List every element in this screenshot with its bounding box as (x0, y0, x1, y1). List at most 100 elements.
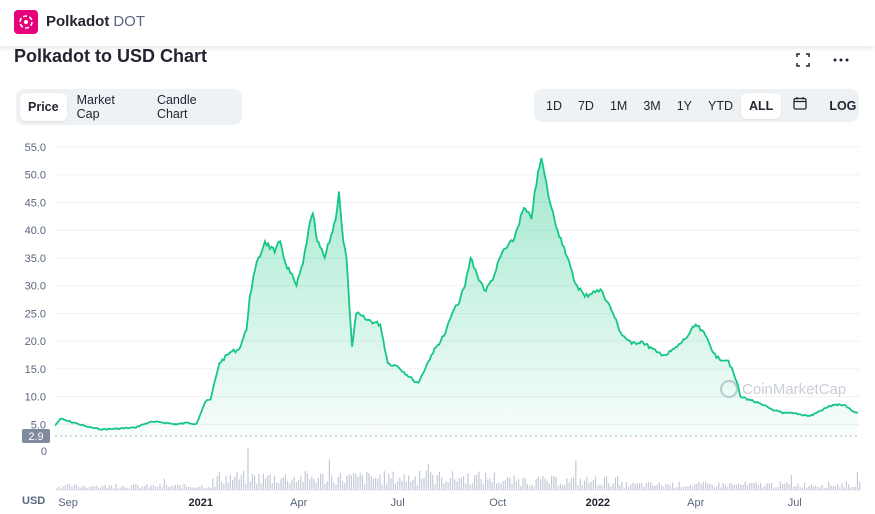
volume-bar (738, 483, 740, 490)
volume-bar (632, 482, 634, 490)
volume-bar (113, 488, 115, 490)
current-price-badge: 2.9 (22, 429, 50, 443)
range-7d[interactable]: 7D (577, 98, 594, 113)
volume-bar (216, 476, 218, 490)
x-tick-label: Oct (489, 497, 506, 509)
volume-bar (210, 488, 212, 490)
volume-bar (643, 487, 645, 490)
volume-bar (205, 488, 207, 490)
volume-bar (507, 477, 509, 490)
volume-bar (188, 486, 190, 490)
chart-title: Polkadot to USD Chart (14, 46, 208, 62)
volume-bar (537, 476, 539, 490)
volume-bar (247, 448, 249, 490)
volume-bar (592, 480, 594, 490)
volume-bar (350, 475, 352, 490)
volume-bar (707, 483, 709, 490)
tab-market-cap[interactable]: Market Cap (76, 93, 115, 121)
volume-bar (586, 476, 588, 490)
volume-bar (487, 479, 489, 490)
volume-bar (126, 488, 128, 490)
volume-bar (551, 475, 553, 490)
volume-bar (718, 482, 720, 490)
volume-bar (225, 476, 227, 490)
volume-bar (148, 487, 150, 490)
range-1d[interactable]: 1D (546, 98, 562, 113)
volume-bar (353, 472, 355, 490)
volume-bar (830, 485, 832, 490)
volume-bar (452, 471, 454, 490)
calendar-button[interactable] (785, 92, 815, 119)
volume-bar (97, 487, 99, 490)
calendar-icon (793, 97, 807, 110)
volume-bar (245, 483, 247, 490)
volume-bar (152, 484, 154, 490)
volume-bar (568, 482, 570, 490)
volume-bar (390, 478, 392, 490)
volume-bar (172, 486, 174, 490)
volume-bar (177, 484, 179, 490)
volume-bar (650, 482, 652, 490)
volume-bar (392, 471, 394, 490)
volume-bar (480, 479, 482, 490)
volume-bar (179, 485, 181, 490)
volume-bar (463, 475, 465, 490)
range-1m[interactable]: 1M (609, 98, 628, 113)
tab-price[interactable]: Price (20, 93, 67, 121)
range-ytd[interactable]: YTD (708, 98, 734, 113)
volume-bar (128, 488, 130, 490)
x-tick-label: Jul (391, 497, 405, 509)
range-all[interactable]: ALL (741, 92, 782, 119)
volume-bar (124, 487, 126, 490)
y-tick-label: 15.0 (25, 364, 46, 376)
volume-bar (311, 476, 313, 490)
y-tick-label: 45.0 (25, 197, 46, 209)
fullscreen-icon[interactable] (795, 52, 811, 68)
volume-bar (262, 473, 264, 490)
volume-bar (817, 486, 819, 490)
volume-bar (623, 487, 625, 490)
volume-bar (491, 481, 493, 490)
x-tick-label: Apr (687, 497, 704, 509)
volume-bar (174, 484, 176, 490)
volume-bar (278, 483, 280, 490)
x-tick-label: Jul (788, 497, 802, 509)
volume-bar (751, 483, 753, 490)
range-1y[interactable]: 1Y (676, 98, 693, 113)
volume-bars (56, 448, 861, 491)
price-line (54, 157, 859, 431)
volume-bar (500, 483, 502, 490)
volume-bar (232, 480, 234, 490)
volume-bar (78, 486, 80, 490)
volume-bar (89, 486, 91, 490)
volume-bar (218, 472, 220, 490)
volume-bar (837, 484, 839, 490)
volume-bar (238, 479, 240, 490)
volume-bar (289, 483, 291, 490)
volume-bar (271, 483, 273, 490)
range-3m[interactable]: 3M (643, 98, 661, 113)
volume-bar (397, 481, 399, 490)
volume-bar (144, 485, 146, 490)
volume-bar (377, 478, 379, 490)
volume-bar (243, 471, 245, 490)
tab-candle-chart[interactable]: Candle Chart (156, 93, 197, 121)
volume-bar (326, 481, 328, 490)
volume-bar (515, 481, 517, 490)
volume-bar (309, 479, 311, 490)
volume-bar (421, 478, 423, 490)
volume-bar (458, 478, 460, 490)
volume-bar (564, 484, 566, 490)
volume-bar (806, 487, 808, 490)
volume-bar (509, 477, 511, 490)
volume-bar (727, 487, 729, 490)
volume-bar (839, 487, 841, 490)
volume-bar (359, 473, 361, 490)
volume-bar (705, 481, 707, 490)
log-scale-toggle[interactable]: LOG (829, 98, 857, 113)
volume-bar (91, 486, 93, 490)
volume-bar (75, 484, 77, 490)
more-dots-icon[interactable] (832, 52, 850, 68)
volume-bar (181, 488, 183, 490)
volume-bar (293, 476, 295, 490)
